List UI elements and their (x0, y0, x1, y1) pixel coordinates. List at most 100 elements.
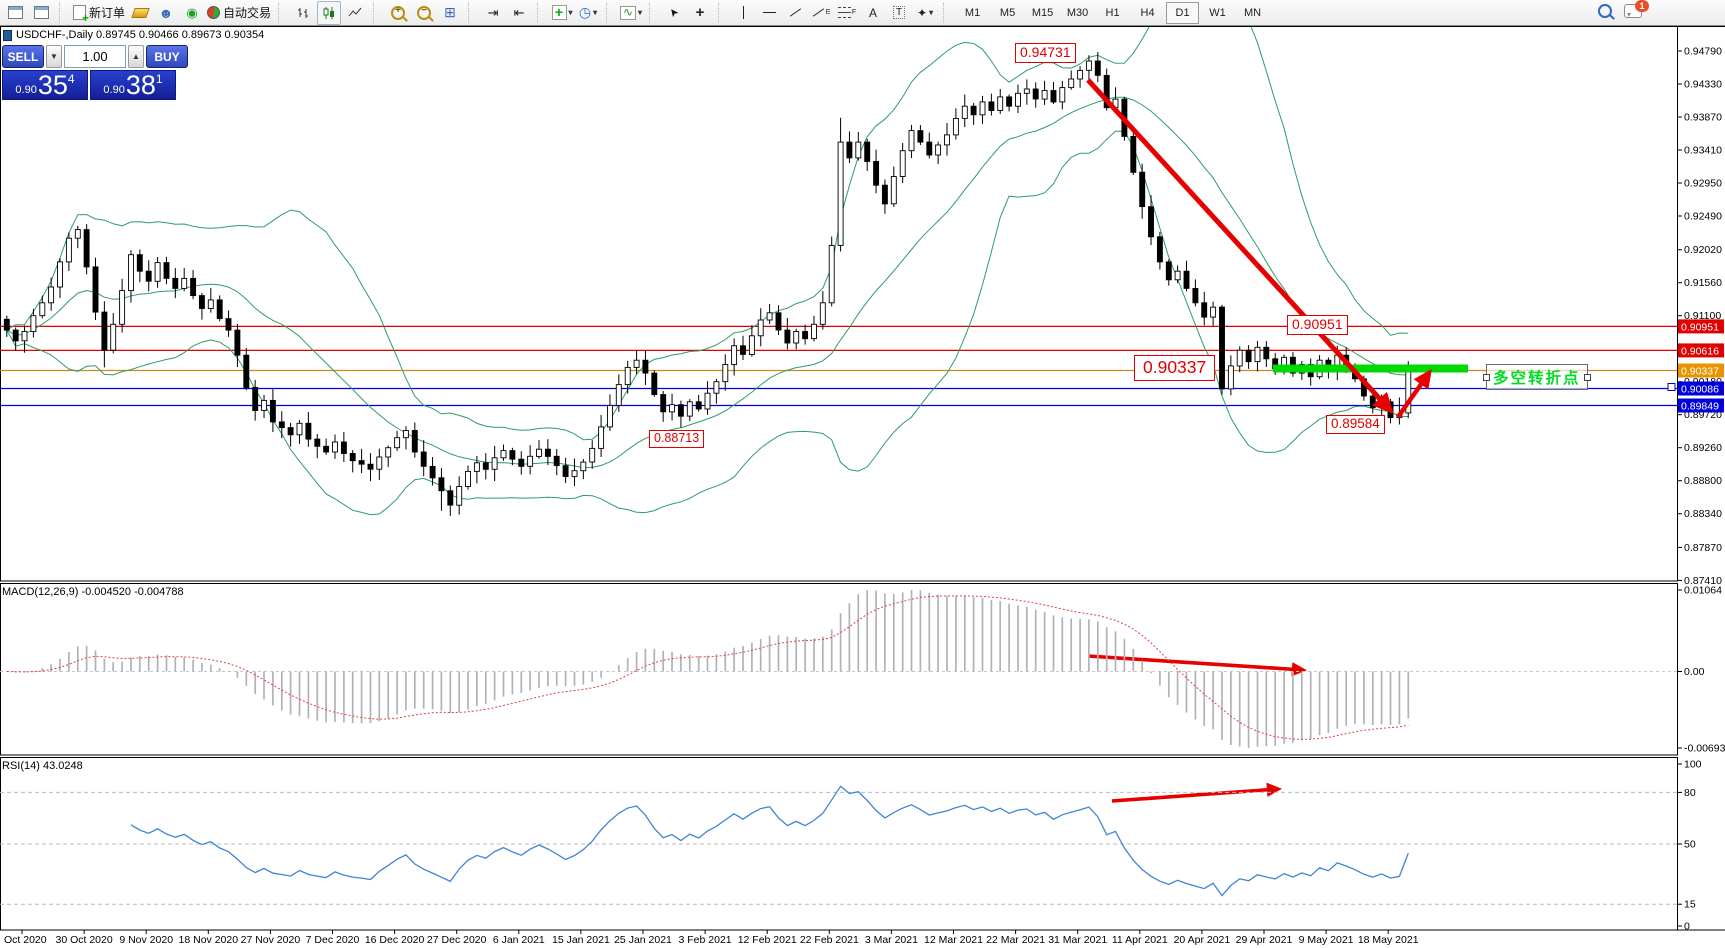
chart-shift-button[interactable]: ⇤ (507, 1, 531, 25)
horizontal-line-button[interactable] (757, 1, 781, 25)
chart-symbol-icon (3, 29, 12, 41)
sell-price-big: 35 (37, 70, 68, 100)
market-button[interactable] (128, 1, 152, 25)
chart-preview-button[interactable] (29, 1, 53, 25)
svg-text:18 Nov 2020: 18 Nov 2020 (179, 934, 239, 946)
panel-borders (0, 26, 1725, 931)
svg-text:3 Feb 2021: 3 Feb 2021 (679, 934, 732, 946)
vertical-line-button[interactable] (731, 1, 755, 25)
annotation-low-price[interactable]: 0.89584 (1326, 415, 1385, 434)
svg-text:0.93870: 0.93870 (1684, 112, 1722, 124)
community-button[interactable]: ☻ (154, 1, 178, 25)
zoom-out-button[interactable]: − (412, 1, 436, 25)
trendline-button[interactable] (783, 1, 807, 25)
fibonacci-button[interactable]: F (835, 1, 859, 25)
timeframe-button-M1[interactable]: M1 (964, 6, 981, 19)
up-bounce-arrow (1396, 368, 1432, 419)
svg-text:Oct 2020: Oct 2020 (4, 934, 47, 946)
sell-button[interactable]: SELL (2, 45, 44, 68)
line-chart-button[interactable] (343, 1, 367, 25)
sell-price-pip: 4 (67, 72, 75, 86)
new-chart-button[interactable]: + ▾ (550, 1, 574, 25)
label-button[interactable]: T (887, 1, 911, 25)
annotation-resistance-price[interactable]: 0.90951 (1287, 315, 1348, 335)
timeframe-button-W1[interactable]: W1 (1209, 6, 1226, 19)
timeframe-button-H4[interactable]: H4 (1140, 6, 1155, 19)
svg-text:9 May 2021: 9 May 2021 (1299, 934, 1354, 946)
crosshair-button[interactable]: + (688, 1, 712, 25)
macd-label: MACD(12,26,9) -0.004520 -0.004788 (2, 586, 184, 598)
note-box-handle[interactable] (1483, 374, 1490, 381)
trendline-icon (789, 8, 801, 17)
candle-chart-button[interactable] (317, 0, 342, 25)
rsi-label: RSI(14) 43.0248 (2, 760, 83, 772)
rsi-trend-arrow (1111, 782, 1282, 803)
annotation-swing-low-price[interactable]: 0.88713 (649, 430, 705, 448)
search-icon[interactable] (1598, 4, 1612, 18)
timeframe-button-M5[interactable]: M5 (999, 6, 1016, 19)
svg-text:0.89849: 0.89849 (1681, 401, 1719, 413)
signals-button[interactable]: ◉ (180, 1, 204, 25)
clock-icon: ◷ (578, 4, 592, 20)
svg-text:0.94790: 0.94790 (1684, 46, 1722, 58)
lot-size-input[interactable] (64, 45, 126, 68)
toolbar-separator (718, 2, 726, 23)
autotrading-button[interactable]: 自动交易 (206, 1, 272, 25)
note-box-text: 多空转折点 (1493, 370, 1581, 387)
toolbar-separator (373, 2, 381, 23)
new-order-button[interactable]: + 新订单 (72, 1, 126, 25)
svg-text:80: 80 (1684, 787, 1696, 799)
annotation-pivot-price[interactable]: 0.90337 (1134, 355, 1216, 381)
bar-chart-button[interactable] (291, 1, 315, 25)
annotation-note-box[interactable]: 多空转折点 (1483, 364, 1591, 390)
buy-button[interactable]: BUY (146, 45, 188, 68)
chat-icon[interactable]: 1 (1624, 0, 1649, 18)
autotrading-icon (207, 6, 221, 19)
periods-button[interactable]: ◷ ▾ (576, 1, 600, 25)
svg-text:9 Nov 2020: 9 Nov 2020 (119, 934, 173, 946)
svg-text:27 Dec 2020: 27 Dec 2020 (427, 934, 487, 946)
tile-windows-icon: ⊞ (444, 4, 456, 20)
svg-text:3 Mar 2021: 3 Mar 2021 (865, 934, 918, 946)
charts-window-button[interactable] (3, 1, 27, 25)
indicators-button[interactable]: ∿ ▾ (619, 1, 643, 25)
text-button[interactable]: A (861, 1, 885, 25)
buy-price-button[interactable]: 0.90 38 1 (90, 70, 176, 100)
svg-text:15 Jan 2021: 15 Jan 2021 (552, 934, 610, 946)
timeframe-button-M15[interactable]: M15 (1031, 6, 1054, 19)
fibonacci-icon (837, 7, 851, 18)
svg-text:0.01064: 0.01064 (1684, 585, 1722, 597)
channel-icon (812, 8, 824, 17)
price-axis[interactable]: 0.94790 0.94330 0.93870 0.93410 0.92950 0.924… (1667, 46, 1724, 587)
annotation-peak-price[interactable]: 0.94731 (1015, 43, 1076, 63)
timeframe-button-D1[interactable]: D1 (1166, 1, 1200, 24)
note-box-handle[interactable] (1583, 374, 1591, 381)
channel-button[interactable]: E (809, 1, 833, 25)
sell-price-button[interactable]: 0.90 35 4 (2, 70, 88, 100)
svg-text:12 Feb 2021: 12 Feb 2021 (738, 934, 797, 946)
lot-increase-button[interactable]: ▲ (128, 45, 144, 68)
svg-text:0.91100: 0.91100 (1684, 310, 1721, 322)
green-support-bar[interactable] (1273, 364, 1468, 373)
timeframe-button-MN[interactable]: MN (1243, 6, 1262, 19)
svg-text:30 Oct 2020: 30 Oct 2020 (55, 934, 112, 946)
zoom-in-button[interactable]: + (386, 1, 410, 25)
one-click-trading-panel: SELL ▼ ▲ BUY 0.90 35 4 0.90 38 1 (2, 45, 188, 100)
chart-shift-icon: ⇤ (513, 4, 525, 20)
svg-text:-0.006934: -0.006934 (1684, 743, 1725, 755)
svg-text:29 Apr 2021: 29 Apr 2021 (1236, 934, 1293, 946)
auto-scroll-button[interactable]: ⇥ (481, 1, 505, 25)
label-icon: T (892, 6, 906, 19)
svg-text:11 Apr 2021: 11 Apr 2021 (1112, 934, 1168, 946)
tile-windows-button[interactable]: ⊞ (438, 1, 462, 25)
trend-arrows[interactable] (1086, 78, 1432, 803)
shapes-button[interactable]: ✦ ▾ (913, 1, 937, 25)
time-axis[interactable]: Oct 2020 30 Oct 2020 9 Nov 2020 18 Nov 2020… (4, 930, 1419, 946)
lot-decrease-button[interactable]: ▼ (46, 45, 62, 68)
svg-text:0.91560: 0.91560 (1684, 277, 1722, 289)
timeframe-button-M30[interactable]: M30 (1066, 6, 1089, 19)
cursor-button[interactable]: ➤ (662, 1, 686, 25)
timeframe-button-H1[interactable]: H1 (1105, 6, 1120, 19)
svg-text:6 Jan 2021: 6 Jan 2021 (493, 934, 545, 946)
